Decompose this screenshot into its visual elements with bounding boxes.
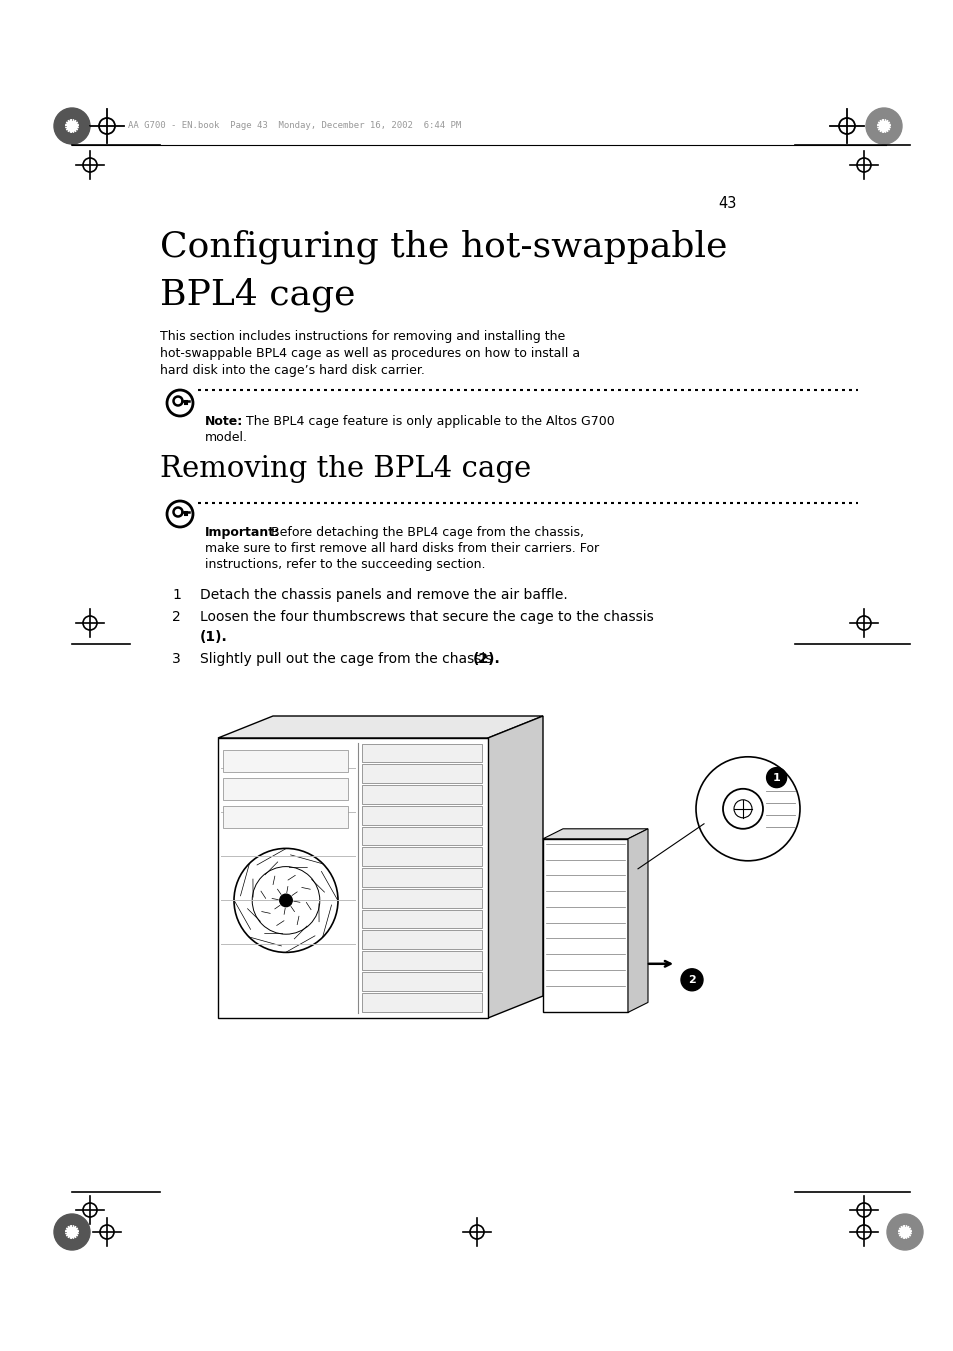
Polygon shape (542, 828, 647, 839)
FancyBboxPatch shape (361, 889, 481, 908)
FancyBboxPatch shape (361, 847, 481, 866)
Text: Before detaching the BPL4 cage from the chassis,: Before detaching the BPL4 cage from the … (263, 526, 583, 539)
Text: hot-swappable BPL4 cage as well as procedures on how to install a: hot-swappable BPL4 cage as well as proce… (160, 347, 579, 359)
Text: 1: 1 (772, 773, 780, 782)
Text: instructions, refer to the succeeding section.: instructions, refer to the succeeding se… (205, 558, 485, 571)
Text: Loosen the four thumbscrews that secure the cage to the chassis: Loosen the four thumbscrews that secure … (200, 611, 653, 624)
Text: 1: 1 (172, 588, 181, 603)
FancyBboxPatch shape (361, 931, 481, 950)
FancyBboxPatch shape (361, 993, 481, 1012)
FancyBboxPatch shape (361, 743, 481, 762)
Text: This section includes instructions for removing and installing the: This section includes instructions for r… (160, 330, 565, 343)
Text: BPL4 cage: BPL4 cage (160, 278, 355, 312)
FancyBboxPatch shape (361, 909, 481, 928)
Text: make sure to first remove all hard disks from their carriers. For: make sure to first remove all hard disks… (205, 542, 598, 555)
FancyBboxPatch shape (361, 971, 481, 990)
FancyBboxPatch shape (542, 839, 627, 1012)
Circle shape (66, 120, 78, 132)
Text: 43: 43 (718, 196, 737, 211)
Circle shape (696, 757, 800, 861)
FancyBboxPatch shape (361, 869, 481, 886)
Text: Removing the BPL4 cage: Removing the BPL4 cage (160, 455, 531, 484)
Text: 2: 2 (687, 975, 695, 985)
Text: Configuring the hot-swappable: Configuring the hot-swappable (160, 230, 727, 265)
FancyBboxPatch shape (223, 807, 348, 828)
Text: 2: 2 (172, 611, 180, 624)
Circle shape (66, 1225, 78, 1239)
Circle shape (54, 108, 90, 145)
FancyBboxPatch shape (223, 778, 348, 800)
Text: model.: model. (205, 431, 248, 444)
Circle shape (54, 1215, 90, 1250)
FancyBboxPatch shape (361, 785, 481, 804)
Text: Slightly pull out the cage from the chassis: Slightly pull out the cage from the chas… (200, 653, 497, 666)
Text: (1).: (1). (200, 630, 228, 644)
Text: hard disk into the cage’s hard disk carrier.: hard disk into the cage’s hard disk carr… (160, 363, 424, 377)
FancyBboxPatch shape (218, 738, 488, 1019)
FancyBboxPatch shape (361, 827, 481, 846)
Text: (2).: (2). (473, 653, 500, 666)
Circle shape (886, 1215, 923, 1250)
Text: Important:: Important: (205, 526, 280, 539)
Text: Detach the chassis panels and remove the air baffle.: Detach the chassis panels and remove the… (200, 588, 567, 603)
FancyBboxPatch shape (361, 765, 481, 784)
Polygon shape (218, 716, 542, 738)
FancyBboxPatch shape (361, 805, 481, 824)
Text: 3: 3 (172, 653, 180, 666)
Circle shape (766, 767, 786, 788)
Circle shape (865, 108, 901, 145)
Text: The BPL4 cage feature is only applicable to the Altos G700: The BPL4 cage feature is only applicable… (237, 415, 614, 428)
Polygon shape (627, 828, 647, 1012)
Circle shape (279, 894, 292, 907)
Text: AA G700 - EN.book  Page 43  Monday, December 16, 2002  6:44 PM: AA G700 - EN.book Page 43 Monday, Decemb… (128, 122, 460, 131)
Polygon shape (488, 716, 542, 1019)
FancyBboxPatch shape (361, 951, 481, 970)
FancyBboxPatch shape (223, 750, 348, 771)
Circle shape (898, 1225, 910, 1239)
Circle shape (680, 969, 702, 990)
Circle shape (877, 120, 889, 132)
Text: Note:: Note: (205, 415, 243, 428)
